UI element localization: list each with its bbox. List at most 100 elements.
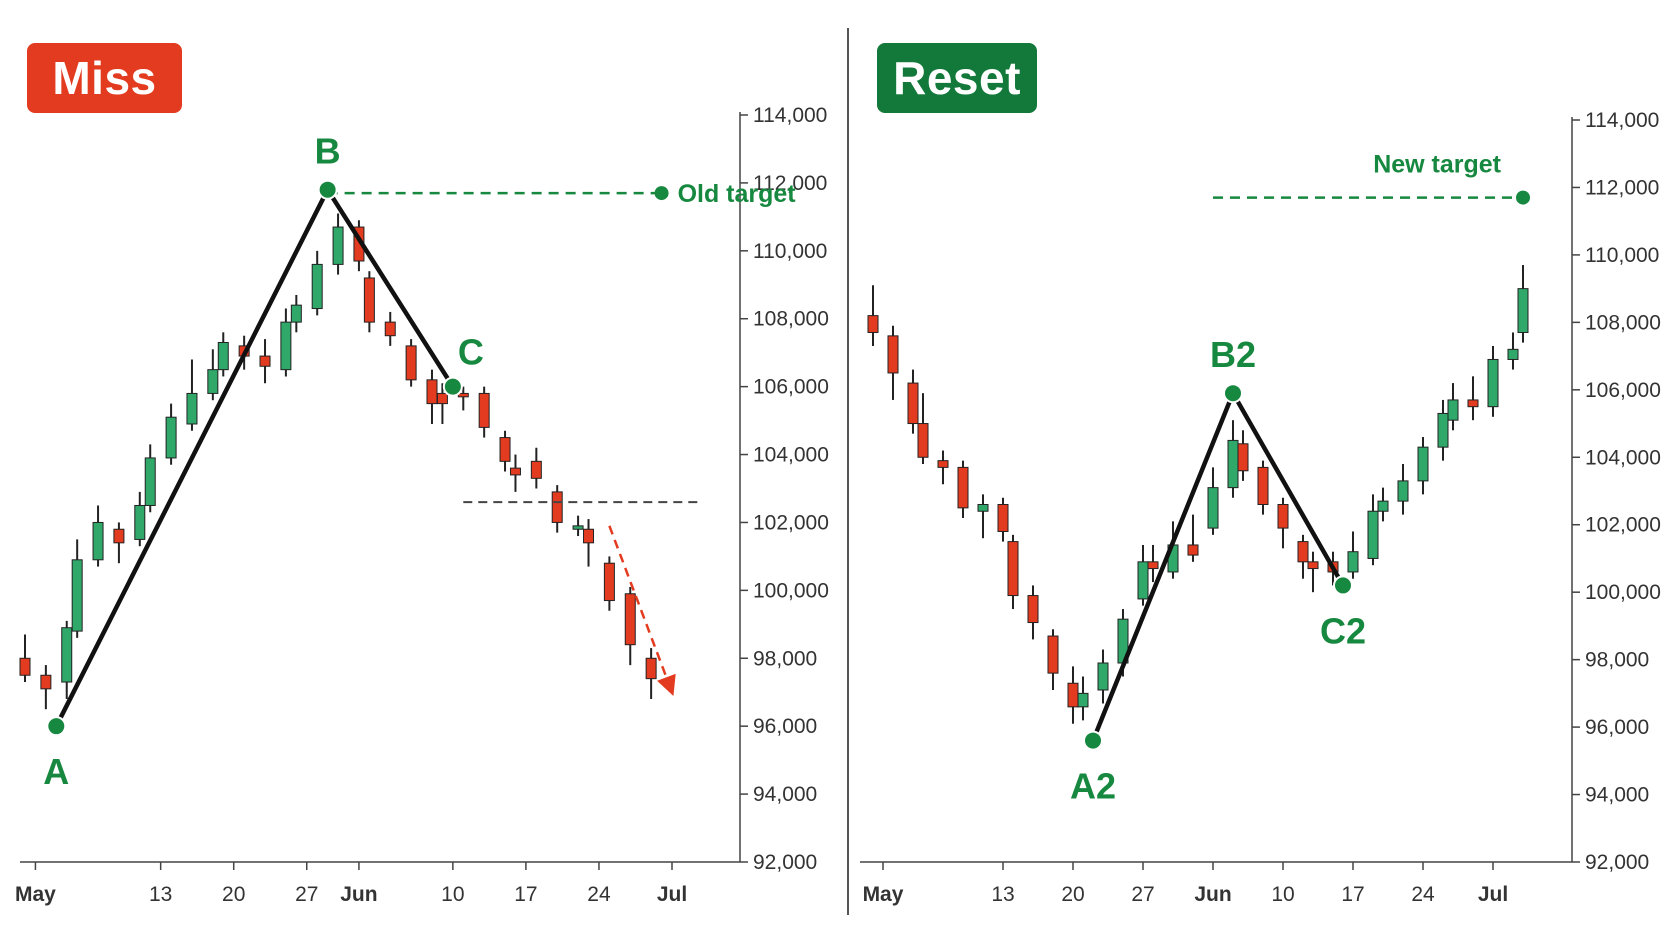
y-tick-label: 114,000 — [1585, 109, 1659, 132]
candle-body-down — [1067, 682, 1079, 708]
candle-body-down — [457, 392, 469, 398]
pivot-label-c2: C2 — [1320, 610, 1366, 651]
y-tick-label: 98,000 — [1585, 649, 1649, 672]
candle-body-up — [61, 627, 73, 683]
x-tick-label: 13 — [991, 883, 1014, 906]
y-tick-label: 94,000 — [753, 783, 817, 806]
candle-body-down — [478, 392, 490, 428]
candle-body-up — [1397, 480, 1409, 502]
candle-body-up — [1437, 412, 1449, 448]
pivot-point-a — [46, 716, 67, 737]
x-tick-label: 24 — [587, 883, 611, 906]
y-tick-label: 98,000 — [753, 647, 817, 670]
pattern-line — [325, 187, 456, 389]
pivot-label-a2: A2 — [1070, 766, 1116, 807]
y-tick-label: 112,000 — [753, 172, 827, 195]
x-tick-label: 27 — [295, 883, 318, 906]
candle-body-down — [1257, 466, 1269, 505]
candle-body-up — [1347, 551, 1359, 573]
candle-body-up — [280, 321, 292, 371]
target-label: Old target — [678, 180, 797, 208]
y-tick-label: 102,000 — [1585, 514, 1661, 537]
pivot-point-c2 — [1333, 575, 1353, 596]
candle-body-down — [917, 423, 929, 458]
candle-body-down — [1307, 561, 1319, 570]
candle-body-down — [499, 437, 511, 462]
candle-body-down — [1027, 595, 1039, 624]
pivot-point-c — [442, 376, 463, 397]
x-tick-label: Jun — [1194, 883, 1231, 906]
x-tick-label: 17 — [514, 883, 537, 906]
x-tick-label: 20 — [222, 883, 245, 906]
candle-body-up — [186, 392, 198, 425]
candle-body-up — [165, 416, 177, 459]
candle-body-down — [997, 503, 1009, 532]
pivot-point-b2 — [1223, 383, 1243, 404]
x-tick-label: 13 — [149, 883, 172, 906]
pivot-label-c: C — [458, 332, 484, 373]
candle-body-up — [1507, 348, 1519, 360]
target-point — [1516, 190, 1530, 205]
candle-body-down — [363, 277, 375, 323]
candle-body-up — [1517, 288, 1529, 333]
target-point — [654, 186, 669, 201]
y-tick-label: 104,000 — [753, 444, 829, 467]
y-tick-label: 96,000 — [753, 715, 817, 738]
candle-body-down — [1237, 443, 1249, 472]
candle-body-up — [977, 503, 989, 512]
y-tick-label: 96,000 — [1585, 716, 1649, 739]
y-tick-label: 100,000 — [753, 579, 829, 602]
y-tick-label: 104,000 — [1585, 446, 1661, 469]
candle-body-up — [290, 304, 302, 323]
candle-body-up — [92, 521, 104, 561]
reset-badge: Reset — [877, 43, 1037, 113]
pivot-point-b — [317, 179, 338, 200]
y-tick-label: 108,000 — [1585, 311, 1661, 334]
x-tick-label: Jun — [340, 883, 377, 906]
candle-body-down — [1467, 399, 1479, 408]
candle-body-down — [19, 657, 31, 676]
x-tick-label: 10 — [1271, 883, 1294, 906]
pivot-point-a2 — [1083, 730, 1103, 751]
y-tick-label: 106,000 — [753, 376, 829, 399]
candle-body-down — [436, 392, 448, 405]
candle-body-down — [907, 382, 919, 425]
x-tick-label: 17 — [1341, 883, 1364, 906]
candle-body-up — [207, 369, 219, 394]
y-tick-label: 92,000 — [753, 851, 817, 874]
candle-body-down — [551, 491, 563, 523]
candle-body-up — [1137, 561, 1149, 600]
candle-body-up — [1377, 500, 1389, 512]
candle-body-up — [144, 457, 156, 506]
candle-body-down — [113, 528, 125, 544]
y-tick-label: 110,000 — [1585, 244, 1659, 267]
candle-body-down — [937, 460, 949, 468]
candle-body-down — [1297, 541, 1309, 563]
pivot-label-a: A — [43, 751, 69, 792]
candle-body-down — [1277, 503, 1289, 529]
candle-body-up — [572, 525, 584, 530]
candle-body-up — [1077, 692, 1089, 708]
y-tick-label: 94,000 — [1585, 784, 1649, 807]
candle-body-down — [1007, 541, 1019, 597]
candle-body-up — [1227, 439, 1239, 489]
candle-body-up — [1367, 510, 1379, 559]
y-tick-label: 114,000 — [753, 104, 827, 127]
candle-body-up — [1417, 446, 1429, 482]
candle-body-down — [259, 355, 271, 367]
x-tick-label: 10 — [441, 883, 464, 906]
candle-body-up — [134, 504, 146, 540]
candle-body-down — [384, 321, 396, 337]
target-label: New target — [1373, 151, 1501, 179]
candle-body-down — [405, 345, 417, 381]
candle-body-down — [957, 466, 969, 509]
candle-body-down — [624, 593, 636, 646]
candle-body-down — [887, 335, 899, 374]
candle-body-up — [1447, 399, 1459, 421]
pivot-label-b: B — [315, 131, 341, 172]
candle-body-up — [217, 341, 229, 371]
projection-arrow — [608, 525, 676, 696]
candle-body-down — [40, 674, 52, 690]
